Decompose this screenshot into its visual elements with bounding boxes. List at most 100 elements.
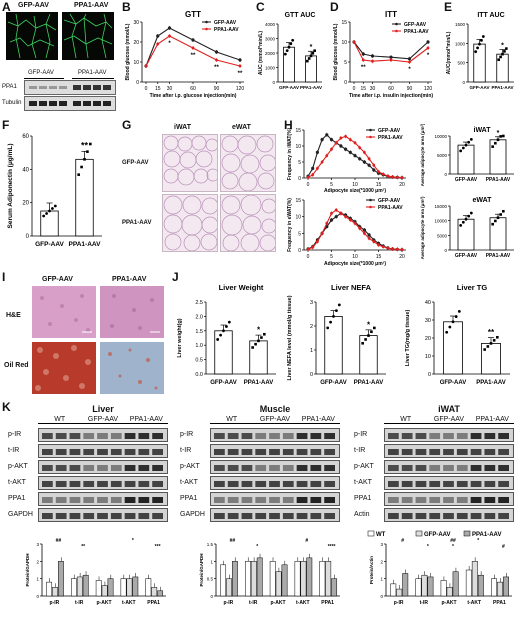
- legend-swatch: [463, 530, 471, 537]
- data-point: [358, 146, 362, 149]
- data-point: [325, 133, 329, 137]
- data-dot: [499, 55, 502, 59]
- y-tick-label: 1: [36, 577, 39, 582]
- bar: [226, 578, 232, 597]
- fluorescence-image-gfp: [6, 12, 58, 60]
- blot-band-strip: [38, 492, 168, 506]
- significance-star: *: [310, 44, 313, 51]
- x-tick-label: 30: [370, 86, 376, 92]
- data-dot: [454, 315, 458, 318]
- data-dot: [361, 341, 364, 345]
- legend-marker: [205, 20, 208, 24]
- blot-row-label-tubulin: Tubulin: [2, 100, 22, 106]
- y-tick-label: 0: [444, 248, 447, 253]
- data-dot: [335, 309, 338, 313]
- x-tick-label: 90: [407, 86, 413, 92]
- data-point: [395, 175, 399, 179]
- liver-weight-bar-chart: Liver Weight 0.0 0.5 1.0 1.5 2.0 2.5 Liver weig…: [177, 283, 276, 386]
- x-axis-label: Adipocyte size(*1000 μm²): [324, 261, 386, 267]
- y-tick-label: 15: [295, 128, 301, 134]
- data-dot: [469, 211, 473, 215]
- x-axis-label: Adipocyte size(*1000 μm²): [324, 188, 386, 194]
- blot-row-label: GAPDH: [180, 511, 205, 518]
- y-tick-label: 20: [22, 201, 29, 207]
- legend-swatch: [367, 530, 375, 537]
- y-tick-label: 0: [344, 80, 347, 86]
- data-dot: [491, 222, 494, 226]
- liver-oil-red-gfp: [32, 342, 96, 394]
- blot-group-label: PPA1-AAV: [470, 416, 514, 424]
- significance-star: *: [408, 67, 411, 73]
- significance-star: **: [488, 328, 495, 337]
- chart-title: iWAT: [474, 127, 492, 134]
- data-point: [344, 215, 347, 219]
- data-dot: [492, 339, 496, 342]
- data-dot: [459, 149, 463, 153]
- adipose-histology-gfp-iwat: [162, 134, 218, 192]
- data-dot: [445, 330, 449, 334]
- adipose-histology-ppa1-ewat: [220, 194, 276, 252]
- legend-label: PPA1-AAV: [214, 27, 239, 33]
- bar: [95, 580, 102, 597]
- data-point: [395, 247, 399, 251]
- chart-title: ITT AUC: [477, 12, 504, 19]
- data-dot: [283, 52, 287, 56]
- series-line: [353, 41, 429, 60]
- bar: [489, 217, 507, 251]
- data-point: [311, 245, 315, 249]
- significance-star: ##: [230, 538, 236, 544]
- legend-marker: [369, 205, 372, 209]
- legend-label: PPA1-AAV: [404, 29, 429, 35]
- blot-row-label: t-IR: [8, 447, 20, 454]
- x-tick-label: p-IR: [50, 600, 60, 606]
- significance-star: **: [81, 140, 89, 150]
- data-point: [367, 163, 371, 167]
- chart-title: ITT: [385, 10, 397, 19]
- data-point: [389, 58, 393, 62]
- bar: [325, 561, 332, 597]
- data-point: [329, 138, 334, 142]
- histology-row-gfp: GFP-AAV: [122, 160, 149, 166]
- x-tick-label: p-IR: [394, 600, 404, 606]
- blot-row-label: p-AKT: [8, 463, 28, 470]
- data-dot: [89, 142, 92, 146]
- blot-band-strip: [210, 460, 340, 474]
- bar: [465, 569, 472, 597]
- y-tick-label: 0: [462, 80, 465, 85]
- x-tick-label: 0: [145, 86, 148, 92]
- bar: [415, 578, 422, 597]
- x-axis-label: Time after i.p. glucose injection(min): [150, 93, 237, 99]
- bar: [497, 581, 503, 597]
- data-point: [400, 248, 404, 252]
- y-axis-label: Liver TG(mg/g tissue): [405, 310, 411, 367]
- blot-band-strip: [38, 508, 168, 522]
- bar: [269, 561, 276, 597]
- data-point: [156, 34, 160, 38]
- bar: [76, 576, 83, 597]
- x-tick-label: PPA1-AAV: [354, 380, 383, 386]
- data-dot: [306, 59, 309, 63]
- significance-star: ##: [56, 538, 62, 544]
- panel-label-d: D: [330, 0, 339, 14]
- significance-star: *: [367, 320, 371, 329]
- y-axis-label: Average adipocyte area (μm²): [420, 196, 425, 259]
- blot-title: iWAT: [438, 404, 460, 414]
- blot-divider: [24, 78, 64, 79]
- data-dot: [501, 52, 504, 56]
- data-dot: [502, 209, 505, 213]
- y-axis-label: Blood glucose (mmol/L): [125, 23, 131, 80]
- bar: [46, 581, 53, 597]
- blot-band-strip: [38, 444, 168, 458]
- blot-band-strip: [210, 508, 340, 522]
- y-axis-label: AUC(mmol*min/L): [446, 31, 452, 74]
- x-tick-label: GFP-AAV: [320, 380, 347, 386]
- blot-row-label: Actin: [354, 511, 370, 518]
- liver-protein-quant-chart: 0 1 2 3 Protein/GAPDH p-IR t-IR p-AKT t-AKT PPA1 #…: [25, 538, 166, 606]
- data-point: [348, 218, 352, 222]
- bar: [132, 576, 139, 597]
- data-point: [334, 215, 338, 219]
- panel-label-g: G: [122, 118, 132, 132]
- data-dot: [483, 348, 486, 351]
- liver-he-ppa1: [100, 286, 164, 338]
